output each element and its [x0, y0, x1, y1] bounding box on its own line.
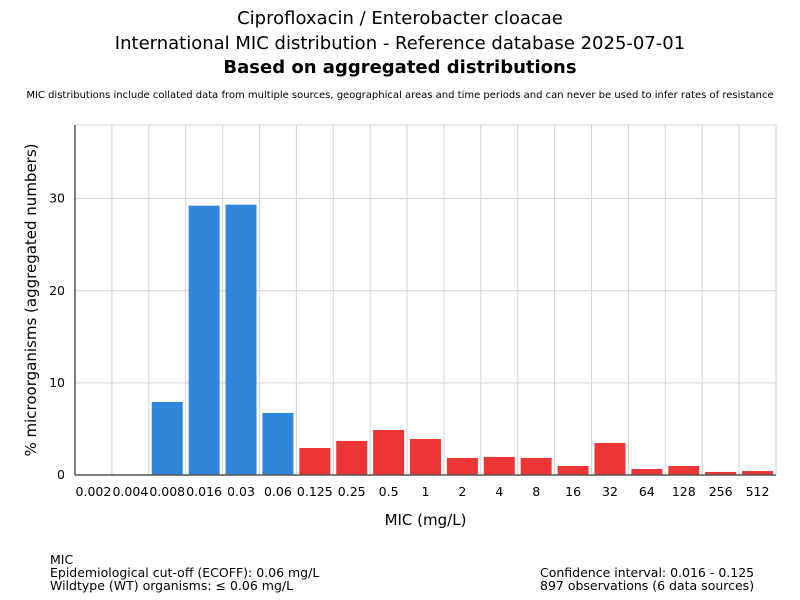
- chart-note: MIC distributions include collated data …: [26, 90, 774, 101]
- x-tick-label: 128: [672, 484, 696, 499]
- footer-right-line: Confidence interval: 0.016 - 0.125: [540, 565, 755, 580]
- x-tick-label: 2: [458, 484, 466, 499]
- bar: [520, 457, 552, 475]
- x-tick-label: 0.03: [227, 484, 255, 499]
- x-tick-label: 0.002: [76, 484, 112, 499]
- x-tick-label: 0.06: [264, 484, 292, 499]
- chart-subtitle: International MIC distribution - Referen…: [114, 33, 686, 54]
- y-tick-label: 30: [49, 191, 65, 206]
- x-tick-label: 0.004: [112, 484, 148, 499]
- footer-left-line: Epidemiological cut-off (ECOFF): 0.06 mg…: [50, 565, 320, 580]
- y-axis-label: % microorganisms (aggregated numbers): [22, 143, 40, 456]
- chart-title: Ciprofloxacin / Enterobacter cloacae: [237, 8, 563, 29]
- x-tick-label: 0.5: [379, 484, 399, 499]
- x-tick-label: 8: [532, 484, 540, 499]
- bar: [631, 469, 663, 475]
- y-tick-label: 20: [49, 283, 65, 298]
- y-tick-label: 0: [57, 467, 65, 482]
- bar: [557, 465, 589, 475]
- x-tick-label: 0.125: [297, 484, 333, 499]
- bar: [483, 456, 515, 475]
- bar: [705, 471, 737, 475]
- x-tick-label: 0.016: [186, 484, 222, 499]
- x-tick-label: 0.25: [338, 484, 366, 499]
- x-tick-label: 256: [709, 484, 733, 499]
- bar: [336, 440, 368, 475]
- bar: [262, 412, 294, 475]
- bar: [151, 401, 183, 475]
- x-tick-label: 4: [495, 484, 503, 499]
- footer-left-line: MIC: [50, 552, 74, 567]
- bar: [299, 448, 331, 475]
- bar: [373, 429, 405, 475]
- footer-left: MIC Epidemiological cut-off (ECOFF): 0.0…: [50, 553, 319, 592]
- x-tick-label: 1: [422, 484, 430, 499]
- x-tick-label: 32: [602, 484, 618, 499]
- footer-left-line: Wildtype (WT) organisms: ≤ 0.06 mg/L: [50, 578, 294, 593]
- bar: [446, 457, 478, 475]
- x-tick-label: 64: [639, 484, 655, 499]
- x-axis-label: MIC (mg/L): [385, 511, 467, 529]
- chart-subtitle-bold: Based on aggregated distributions: [223, 57, 577, 78]
- footer-right: Confidence interval: 0.016 - 0.125 897 o…: [540, 566, 754, 592]
- x-tick-label: 512: [746, 484, 770, 499]
- y-tick-label: 10: [49, 375, 65, 390]
- x-tick-label: 0.008: [149, 484, 185, 499]
- bar: [410, 438, 441, 475]
- bar: [668, 465, 700, 475]
- x-tick-label: 16: [565, 484, 581, 499]
- footer-right-line: 897 observations (6 data sources): [540, 578, 755, 593]
- bar: [225, 204, 257, 475]
- bar: [188, 205, 220, 475]
- bar: [742, 471, 774, 475]
- bar: [594, 442, 626, 475]
